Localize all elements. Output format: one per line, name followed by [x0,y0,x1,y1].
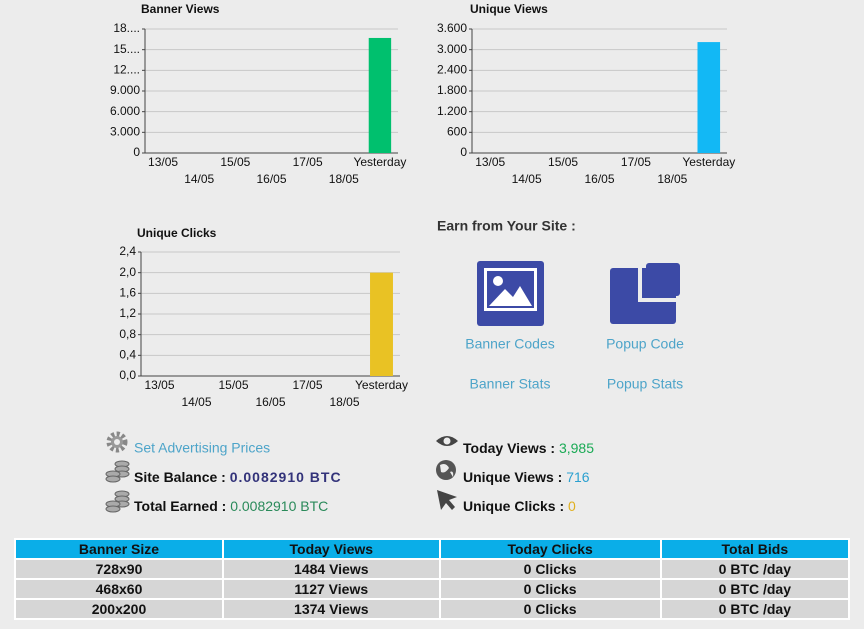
y-tick-label: 2,4 [119,244,136,258]
header-cell: Today Views [222,538,441,560]
x-tick-label: 13/05 [475,155,505,169]
x-tick-label: 17/05 [293,155,323,169]
stat-value: 3,985 [559,440,594,456]
set-prices-link[interactable]: Set Advertising Prices [134,440,270,456]
bar [368,37,392,154]
cell: 1484 Views [222,558,441,580]
table-row: 200x200 1374 Views 0 Clicks 0 BTC /day [14,598,851,620]
y-tick-label: 6.000 [110,104,140,118]
banner-stats-link[interactable]: Banner Stats [470,376,551,392]
header-cell: Banner Size [14,538,224,560]
x-tick-label: 16/05 [584,172,614,186]
header-cell: Today Clicks [438,538,662,560]
y-tick-label: 1.200 [437,104,467,118]
y-tick-label: 12.... [113,63,140,77]
balance-label: Site Balance : [134,469,226,485]
cell: 0 BTC /day [659,598,851,620]
cell: 468x60 [14,578,224,600]
popup-icon[interactable] [610,263,680,324]
stat-value: 0 [568,498,576,514]
earned-row: Total Earned : 0.0082910 BTC [134,498,328,514]
coins-icon [105,460,130,513]
x-tick-label: 13/05 [144,378,174,392]
earned-value: 0.0082910 BTC [230,498,328,514]
stat-row: Unique Clicks : 0 [463,498,576,514]
bar [370,272,393,376]
cell: 0 Clicks [438,578,662,600]
chart-title: Unique Views [470,2,548,16]
x-tick-label: 17/05 [621,155,651,169]
y-tick-label: 3.000 [110,125,140,139]
cell: 0 BTC /day [659,558,851,580]
stat-value: 716 [566,469,590,485]
y-tick-label: 1,2 [119,306,136,320]
stat-label: Today Views : [463,440,555,456]
x-tick-label: 15/05 [218,378,248,392]
chart-title: Unique Clicks [137,226,217,240]
popup-code-link[interactable]: Popup Code [606,336,684,352]
y-tick-label: 18.... [113,21,140,35]
banner-codes-link[interactable]: Banner Codes [465,336,555,352]
y-tick-label: 600 [447,125,467,139]
x-tick-label: 15/05 [220,155,250,169]
x-tick-label: 18/05 [329,395,359,409]
stat-label: Unique Views : [463,469,562,485]
stat-row: Today Views : 3,985 [463,440,594,456]
x-tick-label: 18/05 [657,172,687,186]
y-tick-label: 1.800 [437,83,467,97]
bar [697,42,721,153]
balance-row: Site Balance : 0.0082910 BTC [134,469,342,485]
x-tick-label: 14/05 [181,395,211,409]
x-tick-label: 14/05 [512,172,542,186]
header-row: Banner Size Today Views Today Clicks Tot… [14,538,851,560]
earn-title: Earn from Your Site : [437,218,576,234]
earned-label: Total Earned : [134,498,226,514]
stat-label: Unique Clicks : [463,498,564,514]
x-tick-label: 14/05 [184,172,214,186]
balance-value: 0.0082910 BTC [230,469,342,485]
y-tick-label: 9.000 [110,83,140,97]
y-tick-label: 0,4 [119,348,136,362]
cursor-icon [437,490,457,510]
x-tick-label: Yesterday [682,155,735,169]
header-cell: Total Bids [659,538,851,560]
y-tick-label: 0,8 [119,327,136,341]
y-tick-label: 1,6 [119,286,136,300]
table-row: 468x60 1127 Views 0 Clicks 0 BTC /day [14,578,851,600]
chart-title: Banner Views [141,2,220,16]
cell: 0 Clicks [438,558,662,580]
y-tick-label: 0 [133,145,140,159]
x-tick-label: Yesterday [353,155,406,169]
x-tick-label: 15/05 [548,155,578,169]
y-tick-label: 2,0 [119,265,136,279]
x-tick-label: 18/05 [329,172,359,186]
cell: 728x90 [14,558,224,580]
globe-icon [436,460,456,480]
cell: 1127 Views [222,578,441,600]
table-row: 728x90 1484 Views 0 Clicks 0 BTC /day [14,558,851,580]
stat-row: Unique Views : 716 [463,469,590,485]
dashboard: Earn from Your Site : Banner Codes Popup… [105,2,735,514]
cell: 0 Clicks [438,598,662,620]
y-tick-label: 3.000 [437,42,467,56]
y-tick-label: 3.600 [437,21,467,35]
x-tick-label: Yesterday [355,378,408,392]
banner-table: Banner Size Today Views Today Clicks Tot… [14,538,851,620]
eye-icon [436,436,458,446]
cell: 1374 Views [222,598,441,620]
banner-icon[interactable] [477,261,544,326]
x-tick-label: 13/05 [148,155,178,169]
cell: 200x200 [14,598,224,620]
x-tick-label: 16/05 [256,172,286,186]
x-tick-label: 16/05 [255,395,285,409]
y-tick-label: 0,0 [119,368,136,382]
cell: 0 BTC /day [659,578,851,600]
y-tick-label: 0 [460,145,467,159]
gear-icon [106,431,128,453]
popup-stats-link[interactable]: Popup Stats [607,376,683,392]
y-tick-label: 15.... [113,42,140,56]
x-tick-label: 17/05 [292,378,322,392]
y-tick-label: 2.400 [437,63,467,77]
